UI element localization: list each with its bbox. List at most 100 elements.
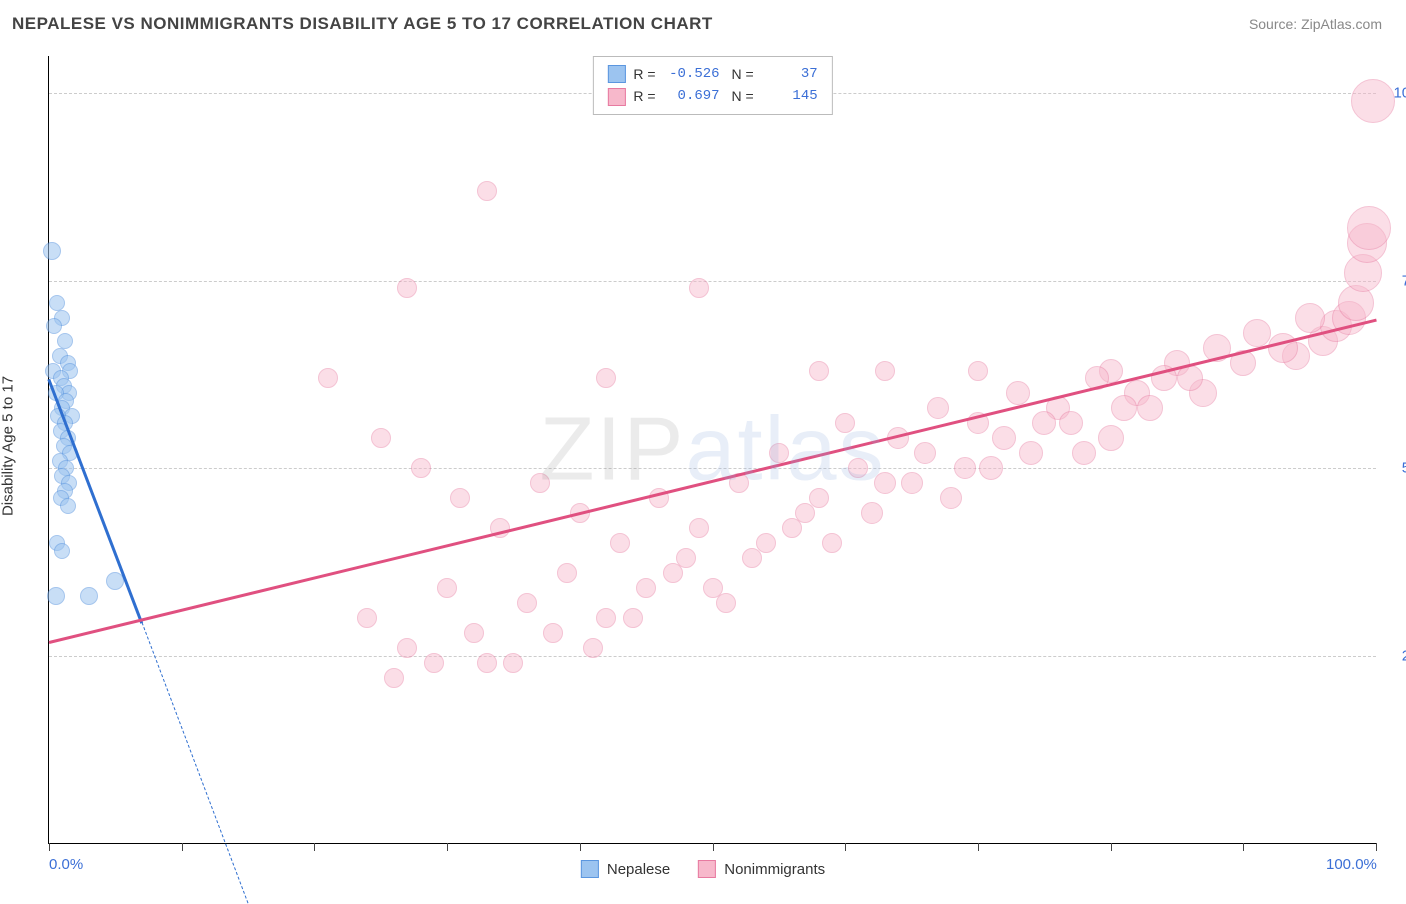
swatch-nepalese <box>607 65 625 83</box>
data-point <box>583 638 603 658</box>
data-point <box>861 502 883 524</box>
data-point <box>543 623 563 643</box>
x-tick <box>845 843 846 851</box>
data-point <box>477 653 497 673</box>
trend-line-extrapolated <box>141 622 248 903</box>
x-tick <box>1376 843 1377 851</box>
data-point <box>927 397 949 419</box>
data-point <box>1177 365 1203 391</box>
data-point <box>464 623 484 643</box>
series-legend: Nepalese Nonimmigrants <box>581 860 825 878</box>
data-point <box>901 472 923 494</box>
gridline <box>49 656 1376 657</box>
swatch-nonimmigrants <box>607 88 625 106</box>
scatter-plot-area: ZIPatlas R = -0.526 N = 37 R = 0.697 N =… <box>48 56 1376 844</box>
correlation-legend: R = -0.526 N = 37 R = 0.697 N = 145 <box>592 56 832 115</box>
legend-row-nonimmigrants: R = 0.697 N = 145 <box>607 85 817 107</box>
data-point <box>663 563 683 583</box>
data-point <box>424 653 444 673</box>
gridline <box>49 281 1376 282</box>
data-point <box>979 456 1003 480</box>
data-point <box>848 458 868 478</box>
data-point <box>357 608 377 628</box>
x-tick <box>580 843 581 851</box>
data-point <box>530 473 550 493</box>
data-point <box>57 333 73 349</box>
x-tick-label: 0.0% <box>49 856 83 873</box>
gridline <box>49 468 1376 469</box>
legend-item-nonimmigrants: Nonimmigrants <box>698 860 825 878</box>
x-tick <box>49 843 50 851</box>
swatch-nepalese-icon <box>581 860 599 878</box>
data-point <box>968 361 988 381</box>
data-point <box>437 578 457 598</box>
data-point <box>1098 425 1124 451</box>
x-tick <box>447 843 448 851</box>
data-point <box>914 442 936 464</box>
y-tick-label: 2.5% <box>1382 647 1406 664</box>
data-point <box>954 457 976 479</box>
data-point <box>477 181 497 201</box>
data-point <box>54 543 70 559</box>
data-point <box>875 361 895 381</box>
legend-row-nepalese: R = -0.526 N = 37 <box>607 63 817 85</box>
data-point <box>371 428 391 448</box>
y-tick-label: 7.5% <box>1382 272 1406 289</box>
data-point <box>703 578 723 598</box>
x-tick <box>314 843 315 851</box>
source-attribution: Source: ZipAtlas.com <box>1249 16 1382 32</box>
data-point <box>689 518 709 538</box>
x-tick <box>1111 843 1112 851</box>
data-point <box>60 498 76 514</box>
y-tick-label: 5.0% <box>1382 460 1406 477</box>
data-point <box>1347 206 1391 250</box>
data-point <box>809 361 829 381</box>
data-point <box>46 318 62 334</box>
data-point <box>1072 441 1096 465</box>
data-point <box>623 608 643 628</box>
data-point <box>1032 411 1056 435</box>
data-point <box>610 533 630 553</box>
data-point <box>992 426 1016 450</box>
chart-title: NEPALESE VS NONIMMIGRANTS DISABILITY AGE… <box>12 14 713 34</box>
data-point <box>1351 79 1395 123</box>
data-point <box>1295 303 1325 333</box>
data-point <box>43 242 61 260</box>
data-point <box>596 368 616 388</box>
data-point <box>503 653 523 673</box>
data-point <box>596 608 616 628</box>
data-point <box>411 458 431 478</box>
data-point <box>782 518 802 538</box>
swatch-nonimmigrants-icon <box>698 860 716 878</box>
data-point <box>49 295 65 311</box>
data-point <box>716 593 736 613</box>
data-point <box>450 488 470 508</box>
data-point <box>318 368 338 388</box>
data-point <box>1137 395 1163 421</box>
data-point <box>940 487 962 509</box>
x-tick-label: 100.0% <box>1326 856 1377 873</box>
data-point <box>1006 381 1030 405</box>
data-point <box>80 587 98 605</box>
x-tick <box>182 843 183 851</box>
data-point <box>835 413 855 433</box>
data-point <box>636 578 656 598</box>
data-point <box>384 668 404 688</box>
legend-item-nepalese: Nepalese <box>581 860 670 878</box>
x-tick <box>713 843 714 851</box>
data-point <box>769 443 789 463</box>
x-tick <box>1243 843 1244 851</box>
data-point <box>397 278 417 298</box>
data-point <box>1243 319 1271 347</box>
data-point <box>1059 411 1083 435</box>
data-point <box>557 563 577 583</box>
data-point <box>742 548 762 568</box>
y-axis-label: Disability Age 5 to 17 <box>0 376 17 516</box>
data-point <box>1111 395 1137 421</box>
data-point <box>47 587 65 605</box>
data-point <box>397 638 417 658</box>
chart-header: NEPALESE VS NONIMMIGRANTS DISABILITY AGE… <box>0 0 1406 48</box>
data-point <box>689 278 709 298</box>
data-point <box>517 593 537 613</box>
data-point <box>822 533 842 553</box>
